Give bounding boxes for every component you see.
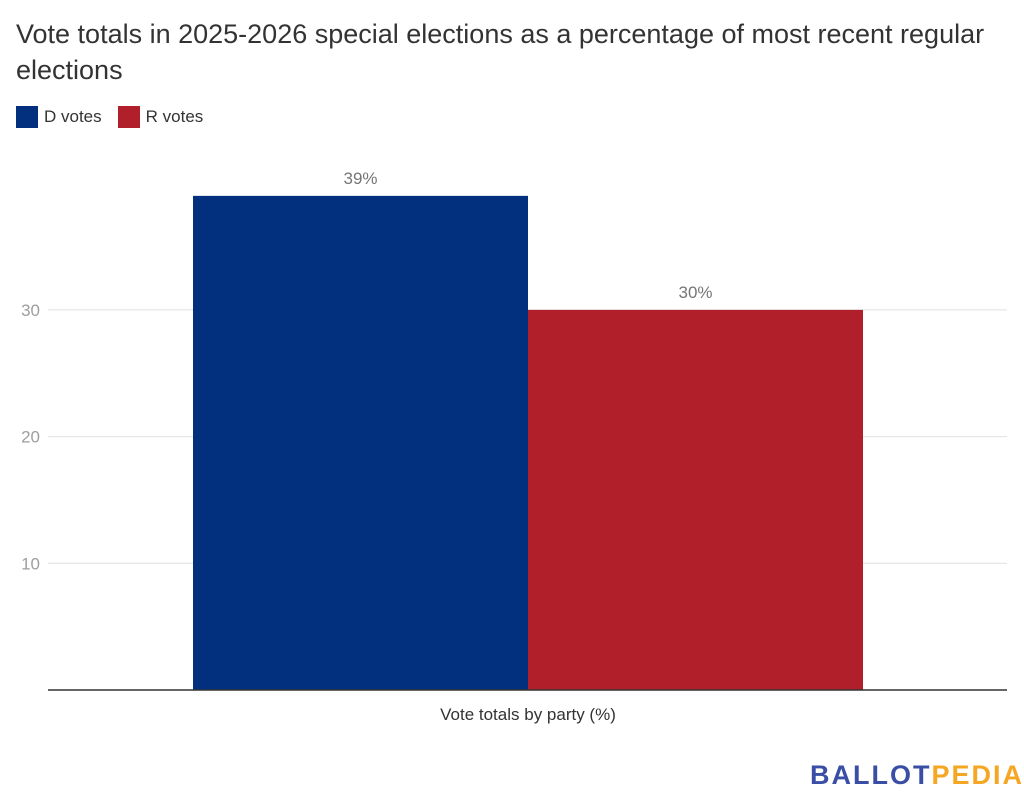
y-tick-label: 30 — [21, 301, 40, 320]
y-tick-label: 20 — [21, 428, 40, 447]
bar-d-votes — [193, 195, 528, 690]
legend-item-r: R votes — [117, 106, 204, 128]
data-label: 39% — [343, 169, 377, 188]
logo-part2: PEDIA — [931, 760, 1024, 790]
logo-part1: BALLOT — [810, 760, 932, 790]
legend-label-r: R votes — [145, 107, 204, 126]
legend-swatch-r — [117, 106, 140, 128]
legend: D votes R votes — [16, 106, 203, 128]
y-tick-label: 10 — [21, 554, 40, 573]
ballotpedia-logo: BALLOTPEDIA — [810, 760, 1024, 791]
data-label: 30% — [678, 283, 712, 302]
bar-r-votes — [528, 309, 863, 690]
legend-swatch-d — [16, 106, 38, 128]
chart-title: Vote totals in 2025-2026 special electio… — [16, 19, 985, 85]
legend-item-d: D votes — [16, 106, 102, 128]
legend-label-d: D votes — [44, 107, 102, 126]
x-axis-label: Vote totals by party (%) — [440, 705, 616, 724]
